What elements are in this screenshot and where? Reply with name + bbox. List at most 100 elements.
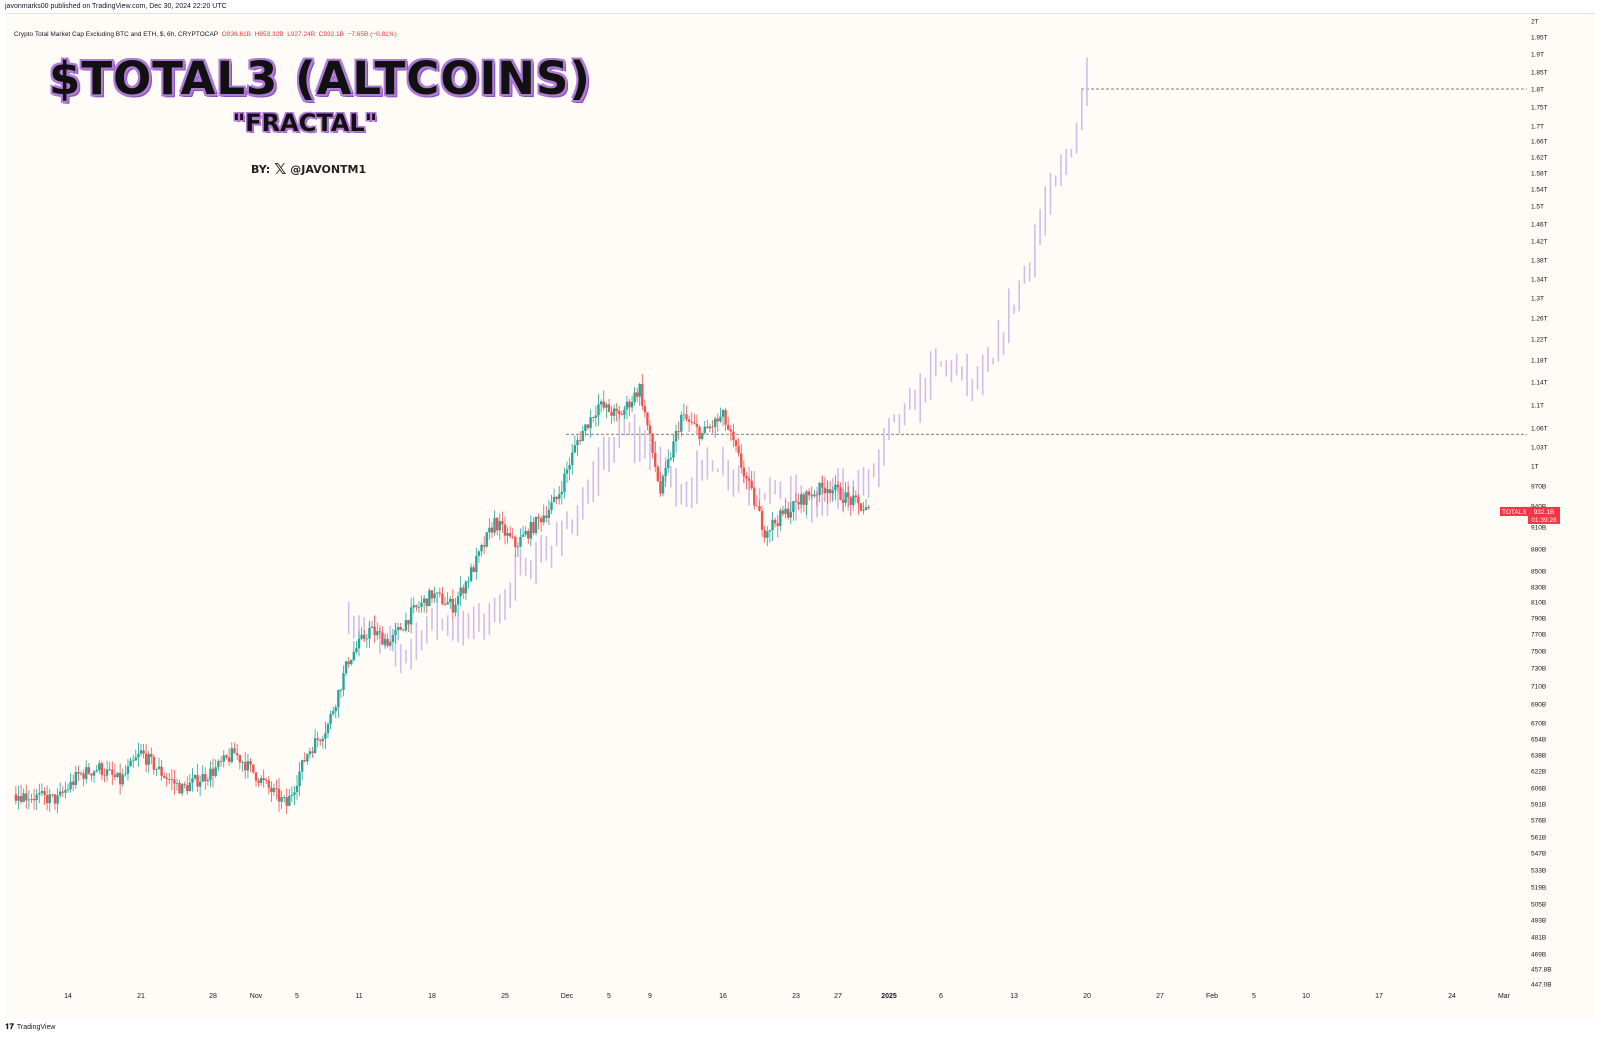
candle <box>254 771 258 787</box>
candle-body <box>516 546 520 548</box>
candle <box>352 641 356 662</box>
candle <box>144 743 148 772</box>
candle-body <box>113 774 117 777</box>
candle <box>753 486 756 510</box>
candle <box>821 475 824 495</box>
candle-body <box>347 661 350 665</box>
candle-body <box>90 773 93 776</box>
candle-body <box>677 430 680 432</box>
candle-body <box>599 401 603 405</box>
candle-body <box>56 795 59 804</box>
candle-body <box>404 620 408 631</box>
candle-body <box>597 404 600 416</box>
candle <box>555 496 558 505</box>
candle-body <box>420 602 423 607</box>
candle <box>625 395 629 420</box>
candle <box>249 758 252 773</box>
candle-body <box>813 494 816 497</box>
candle-body <box>254 772 258 781</box>
candle-body <box>537 516 540 519</box>
candle <box>763 525 766 543</box>
candle-body <box>610 411 613 416</box>
candle-body <box>352 652 356 660</box>
candle <box>532 517 535 536</box>
candle <box>482 536 486 555</box>
candle <box>157 757 161 770</box>
candle-body <box>485 532 488 547</box>
candle <box>586 424 590 431</box>
candle <box>206 776 210 786</box>
candle <box>721 408 725 426</box>
candle <box>368 620 371 648</box>
candle <box>581 425 584 442</box>
candle <box>262 769 265 788</box>
candle-body <box>280 797 283 802</box>
candle-body <box>326 724 330 734</box>
candle <box>257 778 260 788</box>
x-tick-label: 13 <box>1010 993 1018 1000</box>
candle <box>630 395 634 413</box>
candle-body <box>295 785 299 793</box>
candle-body <box>415 605 418 608</box>
x-tick-label: 2025 <box>881 993 897 1000</box>
candle-body <box>508 533 512 537</box>
candle <box>740 444 743 474</box>
candle-body <box>344 661 348 674</box>
candle <box>334 704 337 719</box>
candle <box>565 461 569 484</box>
chart-pane[interactable]: Crypto Total Market Cap Excluding BTC an… <box>5 13 1595 1019</box>
y-tick-label: 1.42T <box>1531 239 1548 246</box>
candle-body <box>664 467 667 477</box>
candle-body <box>493 517 496 533</box>
price-tag-symbol: TOTAL3 <box>1502 509 1526 516</box>
candle <box>727 417 730 431</box>
y-tick-label: 561B <box>1531 835 1546 842</box>
candle <box>779 508 782 532</box>
candle <box>201 765 204 782</box>
candle-body <box>618 410 621 415</box>
candle <box>303 752 306 763</box>
candle <box>103 768 106 783</box>
candle <box>857 494 860 515</box>
candle <box>755 495 759 507</box>
candle-body <box>155 768 158 770</box>
candle <box>321 735 325 749</box>
candle-body <box>272 788 276 793</box>
candle-body <box>449 598 452 603</box>
y-axis: 2T 1.95T 1.9T 1.85T 1.8T 1.75T 1.7T 1.66T 1.62T 1… <box>1531 19 1552 989</box>
legend-change: −7.65B (−0.81%) <box>347 31 397 38</box>
candle-body <box>441 593 444 605</box>
y-tick-label: 850B <box>1531 569 1546 576</box>
candle-body <box>180 784 184 794</box>
candle <box>415 604 418 612</box>
candle-body <box>147 753 150 765</box>
candle <box>768 529 772 543</box>
candle <box>646 412 649 431</box>
candle-body <box>77 772 80 774</box>
candle-body <box>191 778 194 783</box>
candle <box>495 516 499 536</box>
candle-body <box>729 429 733 432</box>
candle-body <box>469 567 473 582</box>
candle <box>695 414 699 435</box>
candle <box>615 403 618 422</box>
candle <box>316 731 319 748</box>
candle-body <box>399 627 402 630</box>
candle-body <box>235 753 239 756</box>
candle <box>165 772 168 787</box>
y-tick-label: 1.1T <box>1531 403 1544 410</box>
candle-body <box>436 592 439 594</box>
candle <box>155 768 158 777</box>
candle-body <box>311 751 314 754</box>
candle <box>288 789 291 806</box>
candle <box>389 640 392 647</box>
x-tick-label: 10 <box>1302 993 1310 1000</box>
candle-body <box>651 433 654 453</box>
candle-body <box>648 425 652 434</box>
candle <box>805 490 808 516</box>
x-tick-label: 17 <box>1375 993 1383 1000</box>
candle-body <box>847 492 850 498</box>
candle-body <box>376 631 379 636</box>
candle <box>628 399 631 417</box>
